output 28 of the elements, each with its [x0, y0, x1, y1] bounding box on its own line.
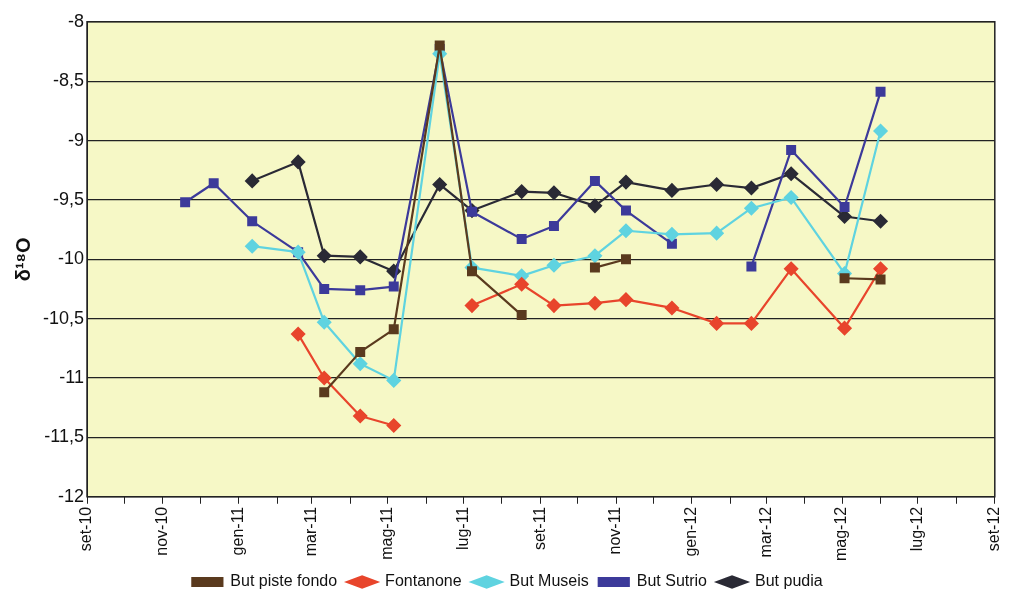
y-tick-label: -10,5: [43, 307, 85, 328]
x-tick-label: lug-12: [908, 506, 926, 552]
x-tick-label: mag-11: [377, 506, 395, 560]
x-tick-label: mar-12: [756, 506, 774, 558]
x-tick-label: nov-10: [153, 506, 171, 556]
legend-label: But Museis: [509, 572, 589, 590]
legend-label: But piste fondo: [230, 572, 338, 590]
x-tick-label: gen-12: [682, 506, 700, 557]
y-tick-label: -11,5: [44, 426, 85, 447]
x-tick-label: nov-11: [606, 506, 624, 555]
x-tick-label: gen-11: [228, 506, 246, 556]
legend-label: Fontanone: [385, 572, 462, 590]
legend-label: But Sutrio: [636, 572, 708, 590]
x-tick-label: mag-12: [832, 506, 850, 561]
y-tick-label: -9,5: [53, 188, 85, 209]
x-tick-label: set-11: [530, 506, 548, 551]
x-tick-label: set-12: [985, 506, 1003, 552]
y-tick-label: -9: [68, 129, 85, 150]
y-tick-label: -10: [58, 248, 85, 269]
y-tick-label: -11: [59, 366, 85, 387]
y-tick-label: -8,5: [53, 70, 85, 91]
x-tick-label: lug-11: [453, 506, 471, 551]
x-tick-label: mar-11: [302, 506, 320, 557]
legend-label: But pudia: [755, 572, 823, 590]
y-axis-title: δ¹⁸O: [11, 237, 34, 282]
y-tick-label: -12: [58, 485, 85, 506]
x-tick-label: set-10: [77, 506, 95, 552]
y-tick-label: -8: [68, 10, 85, 31]
